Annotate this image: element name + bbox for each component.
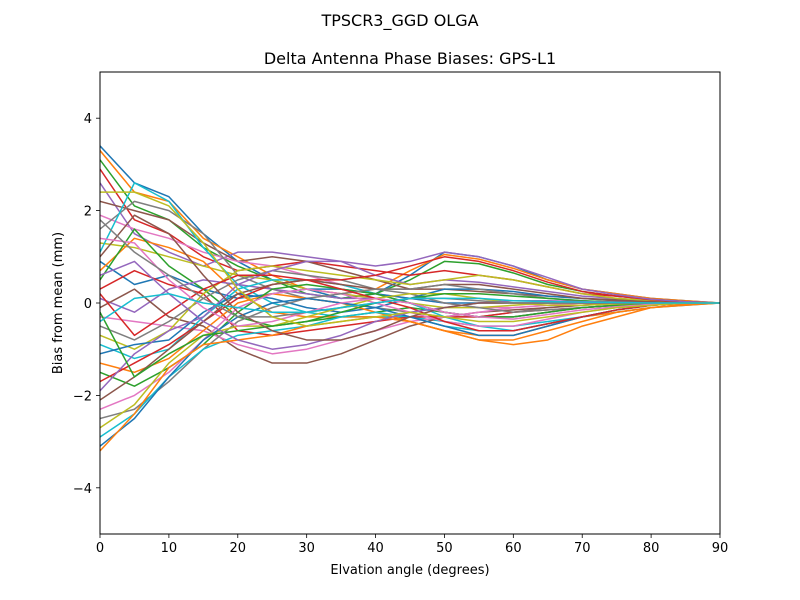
y-axis-label: Bias from mean (mm) — [51, 232, 66, 374]
x-tick-label: 90 — [712, 541, 729, 556]
y-tick-label: 0 — [84, 297, 92, 312]
series-layer — [100, 145, 720, 452]
x-tick-label: 40 — [367, 541, 384, 556]
plot-area — [99, 71, 721, 535]
series-line-19 — [100, 265, 720, 350]
x-tick-label: 50 — [436, 541, 453, 556]
y-tick-label: −4 — [73, 482, 92, 497]
series-line-40 — [100, 293, 720, 323]
x-tick-label: 10 — [161, 541, 178, 556]
series-line-32 — [100, 302, 720, 452]
x-tick-label: 60 — [505, 541, 522, 556]
y-tick-label: 2 — [84, 205, 92, 220]
x-tick-label: 0 — [96, 541, 104, 556]
series-line-25 — [100, 251, 720, 392]
x-axis-label: Elvation angle (degrees) — [330, 563, 489, 578]
y-tick-label: −2 — [73, 389, 92, 404]
chart-title: Delta Antenna Phase Biases: GPS-L1 — [264, 49, 556, 68]
series-line-39 — [100, 191, 720, 327]
x-tick-label: 20 — [230, 541, 247, 556]
y-axis: −4 −2 0 2 4 — [73, 112, 100, 497]
x-tick-label: 30 — [298, 541, 315, 556]
x-tick-label: 80 — [643, 541, 660, 556]
series-line-34 — [100, 274, 720, 337]
series-line-37 — [100, 237, 720, 327]
x-axis: 0 10 20 30 40 50 60 70 80 90 — [96, 534, 728, 556]
series-line-2 — [100, 150, 720, 304]
figure-suptitle: TPSCR3_GGD OLGA — [320, 11, 478, 31]
x-tick-label: 70 — [574, 541, 591, 556]
y-tick-label: 4 — [84, 112, 92, 127]
